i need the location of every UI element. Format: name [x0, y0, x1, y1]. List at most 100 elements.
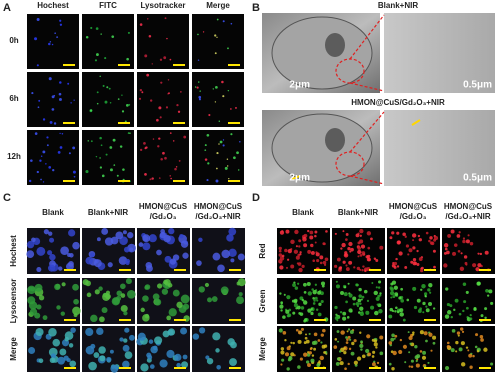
cell: [315, 252, 320, 257]
cell: [404, 235, 407, 238]
cell: [394, 292, 399, 296]
cell: [30, 159, 33, 162]
cell: [390, 287, 394, 292]
cell: [293, 249, 299, 254]
row-label: Red: [258, 243, 267, 258]
cell: [463, 255, 468, 259]
cell: [280, 301, 284, 305]
cell: [101, 228, 109, 235]
cell: [228, 248, 237, 258]
cell: [287, 248, 292, 254]
cell: [59, 23, 63, 26]
micrograph: [332, 326, 385, 372]
cell: [429, 291, 432, 294]
cell: [484, 307, 488, 311]
cell: [150, 99, 153, 102]
cell: [429, 236, 433, 240]
cell: [398, 251, 403, 256]
cell: [422, 350, 427, 355]
cell: [421, 284, 426, 289]
cell: [230, 133, 233, 136]
cell: [163, 56, 167, 60]
cell: [109, 102, 112, 104]
cell: [238, 292, 243, 297]
cell: [399, 312, 404, 317]
cell: [148, 35, 152, 38]
cell: [72, 146, 76, 150]
cell: [459, 266, 465, 271]
cell: [59, 132, 61, 135]
cell: [72, 241, 80, 250]
cell: [388, 362, 392, 366]
cell: [72, 170, 76, 174]
cell: [359, 254, 363, 257]
cell: [408, 335, 413, 341]
cell: [139, 23, 143, 26]
cell: [462, 282, 467, 286]
nucleus: [325, 33, 345, 57]
cell: [233, 156, 236, 160]
cell: [428, 332, 433, 337]
cell: [346, 316, 350, 319]
cell: [146, 73, 150, 77]
cell: [404, 361, 407, 364]
cell: [310, 311, 314, 316]
cell: [453, 243, 458, 247]
cell: [343, 351, 347, 355]
cell: [379, 292, 382, 295]
cell: [108, 87, 111, 90]
cell: [60, 246, 69, 256]
cell: [423, 331, 428, 336]
cell: [407, 331, 410, 334]
cell: [361, 251, 366, 255]
cell: [85, 256, 94, 265]
cell: [288, 356, 293, 361]
cell: [26, 250, 35, 258]
cell: [347, 247, 351, 251]
cell: [350, 351, 355, 356]
cell: [479, 252, 483, 256]
cell: [112, 138, 116, 142]
cell: [87, 140, 89, 142]
cell: [237, 253, 245, 261]
cell: [359, 311, 364, 316]
cell: [227, 338, 235, 346]
cell: [299, 312, 304, 316]
cell-body: [271, 16, 373, 90]
cell: [215, 348, 220, 353]
cell: [85, 170, 89, 174]
cell: [49, 253, 56, 261]
cell: [325, 230, 328, 233]
cell: [216, 36, 218, 38]
cell: [125, 258, 131, 264]
cell: [339, 310, 343, 314]
cell: [337, 340, 340, 343]
cell: [161, 288, 169, 295]
cell: [339, 361, 344, 366]
cell: [301, 264, 305, 268]
cell: [334, 338, 338, 341]
cell: [280, 363, 283, 366]
cell: [305, 360, 310, 364]
cell: [348, 293, 353, 298]
cell: [73, 313, 78, 318]
cell: [428, 301, 433, 306]
cell: [101, 174, 105, 178]
cell: [406, 298, 410, 302]
cell: [335, 284, 341, 289]
cell: [336, 257, 341, 262]
cell: [278, 249, 282, 253]
cell: [358, 287, 362, 292]
cell: [207, 162, 210, 165]
cell: [162, 151, 165, 155]
cell: [377, 286, 381, 289]
cell: [360, 298, 363, 301]
cell: [198, 286, 205, 293]
cell: [465, 346, 469, 349]
cell: [88, 361, 97, 371]
cell: [420, 288, 423, 291]
cell: [149, 178, 152, 181]
cell: [295, 307, 298, 310]
cell: [335, 313, 338, 316]
cell: [70, 102, 72, 104]
